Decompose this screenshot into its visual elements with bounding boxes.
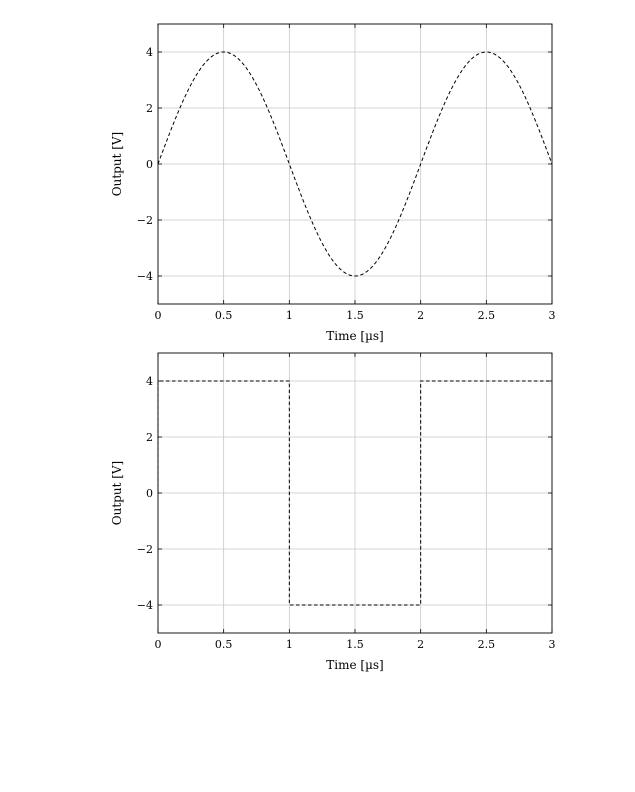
- square-wave-plot: 0 0.5 1 1.5 2 2.5 3 −4 −2 0 2 4 Time [µs] Output [V…: [110, 352, 556, 672]
- y-tick-label: −2: [137, 214, 153, 227]
- y-tick-label: 2: [146, 431, 153, 444]
- y-tick-label: 4: [146, 46, 153, 59]
- sine-wave-plot: 0 0.5 1 1.5 2 2.5 3 −4 −2 0 2 4 Time [µs] Output [V…: [110, 23, 556, 343]
- x-tick-label: 1: [286, 638, 293, 651]
- series-line: [157, 51, 553, 277]
- x-axis-label: Time [µs]: [326, 658, 383, 672]
- x-tick-label: 2: [417, 638, 424, 651]
- x-tick-label: 3: [549, 638, 556, 651]
- x-tick-label: 2.5: [478, 638, 496, 651]
- x-tick-label: 0.5: [215, 309, 233, 322]
- y-axis-label: Output [V]: [110, 461, 124, 525]
- y-tick-label: −4: [137, 270, 153, 283]
- plot-frame: [157, 23, 553, 305]
- y-tick-label: 4: [146, 375, 153, 388]
- y-tick-label: 0: [146, 487, 153, 500]
- x-tick-label: 2.5: [478, 309, 496, 322]
- series-line: [157, 380, 552, 606]
- y-tick-label: 2: [146, 102, 153, 115]
- x-tick-label: 0.5: [215, 638, 233, 651]
- y-tick-label: 0: [146, 158, 153, 171]
- x-tick-label: 1.5: [346, 638, 364, 651]
- x-tick-label: 1.5: [346, 309, 364, 322]
- y-tick-label: −2: [137, 543, 153, 556]
- x-tick-label: 1: [286, 309, 293, 322]
- y-tick-label: −4: [137, 599, 153, 612]
- x-tick-label: 3: [549, 309, 556, 322]
- x-axis-label: Time [µs]: [326, 329, 383, 343]
- plot-frame: [157, 352, 553, 634]
- x-tick-label: 0: [155, 309, 162, 322]
- y-axis-label: Output [V]: [110, 132, 124, 196]
- x-tick-label: 0: [155, 638, 162, 651]
- x-tick-label: 2: [417, 309, 424, 322]
